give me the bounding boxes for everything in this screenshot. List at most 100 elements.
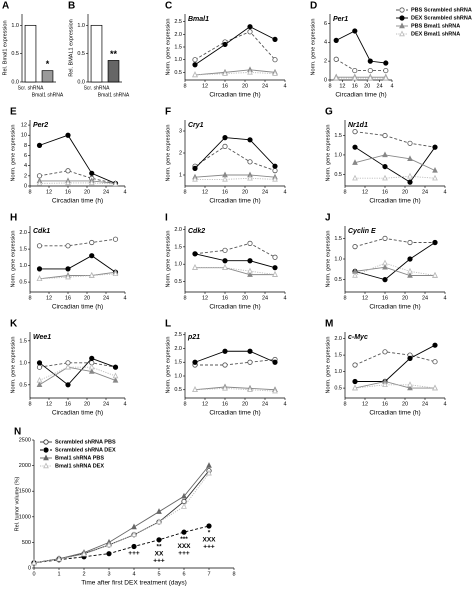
marker [272,265,278,271]
marker [407,355,413,361]
x-tick-label: Bmal1 shRNA [98,92,130,98]
series-line [39,362,116,368]
marker [351,74,358,81]
panel-label: N [14,427,21,438]
marker [131,523,137,530]
x-tick-label: 4 [443,401,446,407]
marker [181,492,187,499]
marker [382,259,388,266]
y-tick-label: 2.0 [19,230,27,236]
marker [247,271,253,277]
series-line [195,267,276,276]
panel-label: K [10,319,18,330]
series-line [194,145,276,172]
marker [222,135,228,141]
y-tick-label: 0.5 [334,277,342,283]
series-line [194,174,276,178]
marker [65,363,71,370]
marker [407,179,413,185]
x-tick-label: 12 [202,189,208,195]
marker [222,384,228,391]
x-tick-label: 8 [343,189,346,195]
x-axis-label: Circadian time (h) [369,198,420,205]
marker [272,271,278,277]
x-tick-label: 12 [202,83,208,89]
marker [352,384,358,391]
marker [112,270,119,277]
y-tick-label: 0.0 [77,79,85,85]
y-tick-label: 0 [324,77,327,83]
y-axis-label: Rel. Bmal1 expression [2,20,8,75]
marker [206,462,212,468]
marker [247,267,253,274]
marker [367,58,373,64]
y-tick-label: 1000 [19,514,31,520]
x-tick-label: 4 [123,295,126,301]
marker [106,551,112,557]
marker [383,60,389,66]
x-axis-label: Circadian time (h) [52,198,103,205]
y-tick-label: 1.0 [174,262,182,268]
x-tick-label: 20 [84,295,90,301]
marker [382,277,388,283]
marker [56,555,62,562]
y-tick-label: 0.5 [77,51,85,57]
marker [206,523,212,529]
y-axis-label: Norm. gene expression [165,231,171,288]
marker [272,70,278,76]
marker [112,376,119,383]
y-tick-label: 1.5 [334,353,342,359]
y-tick-label: 4 [324,40,327,46]
series-line [39,357,116,386]
significance: XXX [202,537,216,544]
x-tick-label: 12 [202,401,208,407]
y-axis-label: Norm. gene expression [165,337,171,394]
x-tick-label: 16 [382,401,388,407]
marker [333,56,339,62]
panel-label: D [310,1,317,12]
x-tick-label: 12 [202,295,208,301]
marker [382,151,388,158]
significance: * [46,59,50,69]
y-tick-label: 0 [24,183,27,189]
x-tick-label: 16 [65,295,71,301]
x-tick-label: 24 [422,401,428,407]
marker [89,253,95,259]
marker [222,247,228,253]
y-tick-label: 2.0 [174,346,182,352]
x-tick-label: 8 [232,571,235,577]
x-tick-label: 0 [32,571,35,577]
x-tick-label: 20 [84,189,90,195]
marker [88,272,95,278]
x-axis-label: Circadian time (h) [335,92,386,99]
marker [36,266,43,272]
marker [247,24,253,30]
marker [192,71,198,78]
marker [222,175,228,182]
marker [352,129,358,135]
y-axis-label: Rel. BMAL1 expression [68,19,74,76]
marker [382,163,388,170]
y-tick-label: 2 [324,59,327,65]
marker [112,364,119,370]
marker [222,41,228,48]
marker [36,360,43,366]
series-line [335,30,386,64]
marker [192,251,198,257]
x-tick-label: 24 [262,83,268,89]
marker [247,240,253,246]
panel-label: M [325,319,333,330]
panel-label: B [68,1,75,12]
series-line [39,134,116,184]
significance: * [208,530,211,537]
significance: XXX [177,543,191,550]
y-tick-label: 2.0 [174,227,182,233]
y-axis-label: Norm. gene expression [10,337,16,394]
marker [352,144,358,150]
marker [399,30,405,37]
y-tick-label: 2000 [19,463,31,469]
marker [407,272,413,278]
x-tick-label: 4 [283,189,286,195]
marker [399,22,405,29]
